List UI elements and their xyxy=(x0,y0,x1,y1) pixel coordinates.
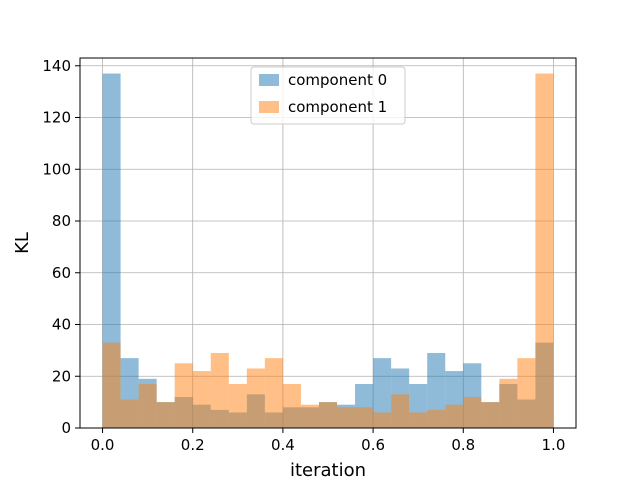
legend: component 0 component 1 xyxy=(250,66,406,125)
histogram-bar xyxy=(517,358,536,428)
x-tick-label: 0.0 xyxy=(91,436,115,454)
y-axis-title: KL xyxy=(12,232,33,254)
histogram-bar xyxy=(355,407,374,428)
histogram-bar xyxy=(318,402,338,428)
histogram-bar xyxy=(463,396,482,428)
y-tick-label: 80 xyxy=(52,212,71,230)
histogram-bar xyxy=(409,412,428,428)
histogram-bar xyxy=(300,404,319,428)
x-tick-label: 0.6 xyxy=(361,436,385,454)
legend-swatch xyxy=(259,101,279,113)
histogram-bar xyxy=(337,407,356,428)
histogram-bar xyxy=(228,384,247,428)
x-tick-label: 0.8 xyxy=(451,436,475,454)
x-tick-label: 0.2 xyxy=(181,436,205,454)
plot-frame xyxy=(79,57,577,429)
histogram-bar xyxy=(174,363,193,428)
histogram-bar xyxy=(373,412,392,428)
legend-label: component 0 xyxy=(288,71,387,89)
histogram-bar xyxy=(102,73,121,428)
histogram-bar xyxy=(282,384,301,428)
histogram-bar xyxy=(373,358,392,428)
histogram-bar xyxy=(499,378,518,428)
histogram-bar xyxy=(102,342,121,428)
series-1-bars xyxy=(102,73,554,428)
x-tick-label: 0.4 xyxy=(271,436,295,454)
y-tick-label: 140 xyxy=(42,57,71,75)
histogram-bar xyxy=(535,73,554,428)
legend-label: component 1 xyxy=(288,98,387,116)
histogram-bar xyxy=(445,404,464,428)
histogram-bar xyxy=(192,371,211,428)
x-axis-title: iteration xyxy=(290,460,366,480)
y-tick-label: 0 xyxy=(61,419,71,437)
legend-swatch xyxy=(259,74,279,86)
x-axis-ticks: 0.0 0.2 0.4 0.6 0.8 1.0 xyxy=(91,428,566,454)
histogram-bars xyxy=(102,73,554,428)
histogram-bar xyxy=(210,352,229,428)
y-tick-label: 20 xyxy=(52,367,71,385)
histogram-bar xyxy=(156,402,175,428)
histogram-bar xyxy=(246,368,265,428)
y-tick-label: 40 xyxy=(52,316,71,334)
y-tick-label: 120 xyxy=(42,109,71,127)
histogram-bar xyxy=(391,394,410,428)
x-tick-label: 1.0 xyxy=(542,436,566,454)
histogram-bar xyxy=(427,352,446,428)
y-axis-ticks: 0 20 40 60 80 100 120 140 xyxy=(42,57,80,437)
y-tick-label: 100 xyxy=(42,160,71,178)
y-tick-label: 60 xyxy=(52,264,71,282)
histogram-bar xyxy=(138,384,157,428)
histogram-bar xyxy=(481,402,500,428)
legend-box xyxy=(250,66,406,125)
histogram-bar xyxy=(120,399,139,428)
histogram-bar xyxy=(264,358,283,428)
histogram-bar xyxy=(427,409,446,428)
